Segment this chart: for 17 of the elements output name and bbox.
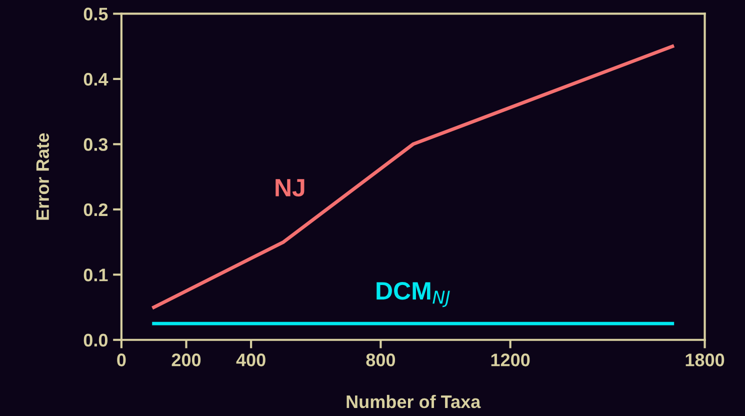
y-tick-label: 0.3 xyxy=(84,138,108,151)
y-tick-label: 0.4 xyxy=(84,72,108,86)
x-tick-label: 200 xyxy=(172,354,201,366)
x-tick-label: 1200 xyxy=(491,354,530,366)
x-tick-label: 0 xyxy=(117,354,126,366)
y-tick-label: 0.2 xyxy=(84,203,108,216)
y-tick-label: 0.0 xyxy=(84,334,108,347)
series-label: NJ xyxy=(276,179,304,197)
series-label: DCM$_{NJ}$ xyxy=(376,282,450,308)
line-series xyxy=(152,44,674,309)
y-axis-title: Error Rate xyxy=(36,133,50,220)
x-tick-label: 400 xyxy=(236,354,266,366)
y-tick-label: 0.5 xyxy=(84,8,108,20)
x-tick-label: 1800 xyxy=(686,354,724,366)
x-tick-label: 800 xyxy=(366,354,396,366)
x-axis-title: Number of Taxa xyxy=(346,394,481,408)
y-tick-label: 0.1 xyxy=(84,268,108,282)
